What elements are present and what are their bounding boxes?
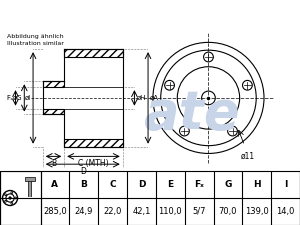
Text: Fₓ: Fₓ: [6, 95, 14, 101]
Text: C (MTH): C (MTH): [78, 159, 109, 168]
Text: E: E: [167, 180, 173, 189]
Bar: [28, 179, 31, 197]
Text: D: D: [80, 167, 86, 176]
Text: 24,9: 24,9: [75, 207, 93, 216]
Text: C: C: [109, 180, 116, 189]
Text: ø11: ø11: [241, 151, 255, 160]
Text: A: A: [51, 180, 58, 189]
Text: øA: øA: [150, 95, 159, 101]
Text: ate: ate: [144, 88, 240, 140]
Text: D: D: [138, 180, 145, 189]
Bar: [43, 81, 64, 87]
Text: B: B: [80, 180, 87, 189]
Text: 139,0: 139,0: [245, 207, 268, 216]
Text: Fₓ: Fₓ: [194, 180, 204, 189]
Text: øI: øI: [25, 95, 31, 101]
Text: øH: øH: [136, 95, 146, 101]
Bar: [64, 139, 123, 147]
Text: 24.0325-0141.1: 24.0325-0141.1: [44, 7, 178, 22]
Text: 5/7: 5/7: [192, 207, 206, 216]
Text: øG: øG: [13, 95, 22, 101]
Text: I: I: [284, 180, 287, 189]
Text: H: H: [253, 180, 261, 189]
Text: 22,0: 22,0: [103, 207, 122, 216]
Text: 285,0: 285,0: [43, 207, 67, 216]
Circle shape: [9, 197, 11, 199]
Text: 14,0: 14,0: [276, 207, 295, 216]
Text: 42,1: 42,1: [132, 207, 151, 216]
Text: G: G: [224, 180, 232, 189]
Bar: [0, 171, 40, 225]
Text: B: B: [51, 159, 56, 168]
Bar: [43, 109, 64, 115]
Text: Abbildung ähnlich
Illustration similar: Abbildung ähnlich Illustration similar: [7, 34, 64, 46]
Text: 70,0: 70,0: [219, 207, 237, 216]
Bar: [25, 177, 35, 181]
Text: 525141: 525141: [184, 7, 248, 22]
Bar: [64, 49, 123, 57]
Text: 110,0: 110,0: [158, 207, 182, 216]
